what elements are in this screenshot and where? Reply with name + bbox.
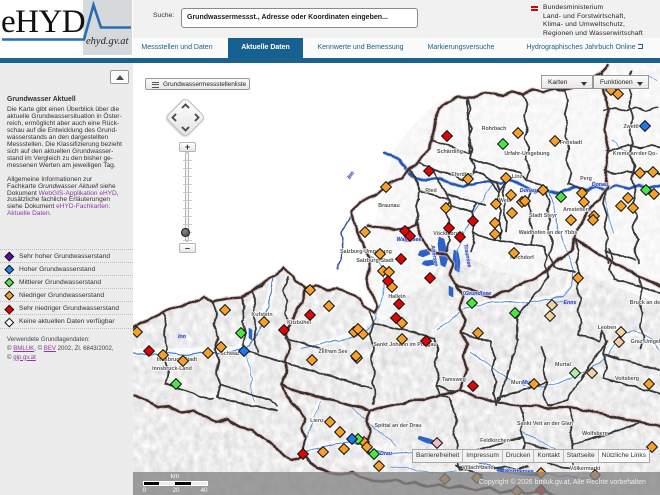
svg-text:Kirchdorf: Kirchdorf: [510, 255, 534, 261]
svg-text:Kufstein: Kufstein: [251, 312, 272, 318]
svg-text:Waidhofen an der Ybbs: Waidhofen an der Ybbs: [519, 230, 578, 236]
svg-text:Murtal: Murtal: [555, 362, 571, 368]
svg-text:Donau: Donau: [592, 182, 609, 188]
svg-text:Feldkirchen: Feldkirchen: [480, 438, 510, 444]
svg-text:Vöcklabruck: Vöcklabruck: [433, 231, 465, 237]
svg-text:Innsbruck-Stadt: Innsbruck-Stadt: [157, 357, 198, 363]
svg-text:Lienz: Lienz: [310, 418, 324, 424]
svg-text:Rohrbach: Rohrbach: [482, 126, 507, 132]
svg-text:Grundlsee: Grundlsee: [465, 291, 491, 297]
svg-text:Mur: Mur: [522, 380, 533, 386]
svg-text:Attersee: Attersee: [429, 244, 439, 267]
svg-text:Eferding: Eferding: [451, 172, 472, 178]
svg-text:Krems an der Do: Krems an der Do: [613, 151, 656, 157]
svg-text:Sankt Johann im Pongau: Sankt Johann im Pongau: [373, 342, 436, 348]
svg-text:Linz: Linz: [512, 174, 523, 180]
svg-text:Zwettl: Zwettl: [623, 124, 639, 130]
svg-text:Salzburg-Stadt: Salzburg-Stadt: [356, 258, 394, 264]
svg-text:Tamsweg: Tamsweg: [442, 377, 466, 383]
svg-text:Salzburg-Umgebung: Salzburg-Umgebung: [340, 249, 392, 255]
svg-text:Freistadt: Freistadt: [560, 140, 583, 146]
svg-text:Stadt Steyr: Stadt Steyr: [529, 213, 557, 219]
svg-text:Wolfsberg: Wolfsberg: [582, 431, 608, 437]
svg-text:Leoben: Leoben: [598, 325, 617, 331]
svg-text:Bruck an der: Bruck an der: [630, 300, 660, 306]
svg-text:Donau: Donau: [520, 188, 537, 194]
svg-text:Ried: Ried: [425, 188, 436, 194]
svg-text:Traunsee: Traunsee: [462, 244, 472, 268]
svg-text:Kitzbühel: Kitzbühel: [287, 320, 311, 326]
svg-text:Inn: Inn: [346, 170, 356, 181]
svg-text:Hallein: Hallein: [388, 294, 405, 300]
svg-text:Innsbruck-Land: Innsbruck-Land: [152, 366, 192, 372]
svg-text:Schärding: Schärding: [437, 149, 463, 155]
svg-text:Voitsberg: Voitsberg: [615, 376, 639, 382]
svg-text:Enns: Enns: [564, 300, 577, 306]
svg-text:Murau: Murau: [511, 380, 527, 386]
svg-text:Amstetten: Amstetten: [563, 207, 589, 213]
svg-text:Braunau: Braunau: [378, 203, 400, 209]
svg-text:Zell am See: Zell am See: [318, 349, 347, 355]
svg-text:Spittal an der Drau: Spittal an der Drau: [374, 423, 421, 429]
svg-text:Völkermarkt: Völkermarkt: [570, 466, 601, 472]
svg-text:Perg: Perg: [580, 176, 592, 182]
svg-text:Graz-Umgebg: Graz-Umgebg: [631, 339, 660, 345]
svg-text:Sankt Veit an der Glan: Sankt Veit an der Glan: [517, 421, 573, 427]
svg-text:Urfahr-Umgebung: Urfahr-Umgebung: [504, 151, 549, 157]
svg-text:Gmunden: Gmunden: [463, 291, 488, 297]
svg-text:Drau: Drau: [380, 451, 393, 457]
svg-text:Inn: Inn: [178, 334, 187, 340]
svg-text:Wels: Wels: [499, 198, 511, 204]
svg-text:Schwaz: Schwaz: [220, 351, 240, 357]
svg-text:Villach-Land: Villach-Land: [462, 465, 493, 471]
